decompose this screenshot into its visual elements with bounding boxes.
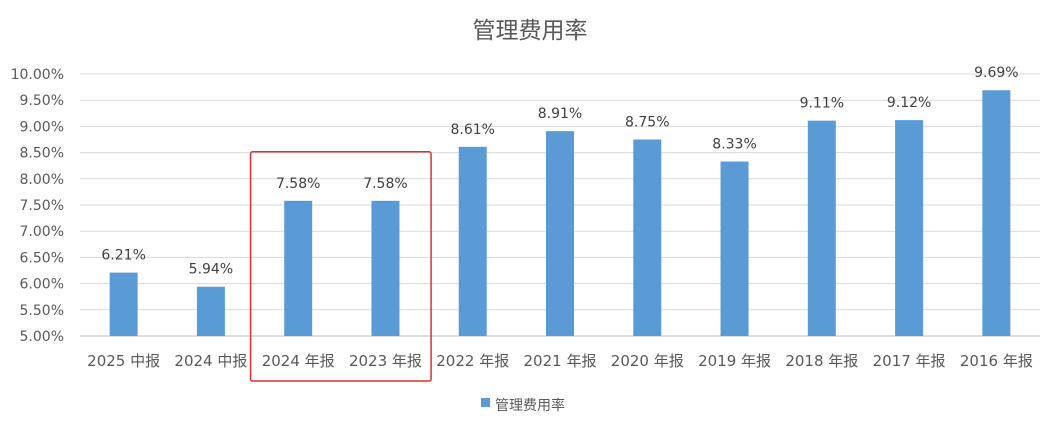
legend-entry: 管理费用率 [495,397,565,414]
bars [109,90,1011,336]
data-label: 8.91% [538,106,582,122]
x-tick-label: 2024 年报 [262,352,335,370]
y-tick-label: 5.00% [20,329,64,345]
legend-swatch [481,398,490,407]
x-tick-label: 2019 年报 [698,352,771,370]
x-tick-label: 2025 中报 [87,352,160,370]
x-tick-label: 2023 年报 [349,352,422,370]
data-label: 8.33% [712,137,756,153]
y-tick-label: 6.50% [20,250,64,266]
data-label: 8.75% [625,115,669,131]
bar [895,120,924,336]
data-label: 5.94% [189,262,233,278]
chart-title: 管理费用率 [473,18,588,44]
y-tick-label: 6.00% [20,277,64,293]
data-label: 7.58% [363,176,407,192]
y-tick-label: 5.50% [20,303,64,319]
x-tick-label: 2024 中报 [174,352,247,370]
bar [284,200,313,336]
x-tick-label: 2021 年报 [524,352,597,370]
data-label: 6.21% [101,248,145,264]
data-labels: 6.21% 5.94% 7.58% 7.58% 8.61% 8.91% 8.75% 8.33%… [101,65,1018,277]
x-tick-label: 2022 年报 [436,352,509,370]
data-label: 7.58% [276,176,320,192]
highlight-box [249,151,432,382]
y-axis-tick-labels: 5.00% 5.50% 6.00% 6.50% 7.00% 7.50% 8.00% 8.50%… [11,67,64,345]
y-tick-label: 9.00% [20,119,64,135]
y-tick-label: 8.00% [20,172,64,188]
bar [109,272,138,336]
bar [720,161,749,336]
bar [458,146,487,336]
x-tick-label: 2018 年报 [785,352,858,370]
y-tick-label: 7.00% [20,224,64,240]
data-label: 9.11% [800,96,844,112]
data-label: 9.12% [887,95,931,111]
x-axis-category-labels: 2025 中报 2024 中报 2024 年报 2023 年报 2022 年报 2021 … [87,352,1033,370]
x-tick-label: 2020 年报 [611,352,684,370]
bar [633,139,662,336]
y-tick-label: 10.00% [11,67,64,83]
data-label: 9.69% [974,65,1018,81]
y-tick-label: 9.50% [20,93,64,109]
bar [807,120,836,336]
x-tick-label: 2016 年报 [960,352,1033,370]
legend[interactable]: 管理费用率 [481,397,565,414]
bar [371,200,400,336]
y-tick-label: 8.50% [20,146,64,162]
bar [546,131,574,336]
x-tick-label: 2017 年报 [873,352,946,370]
data-label: 8.61% [450,122,494,138]
bar [196,286,225,336]
y-tick-label: 7.50% [20,198,64,214]
bar [982,90,1011,336]
